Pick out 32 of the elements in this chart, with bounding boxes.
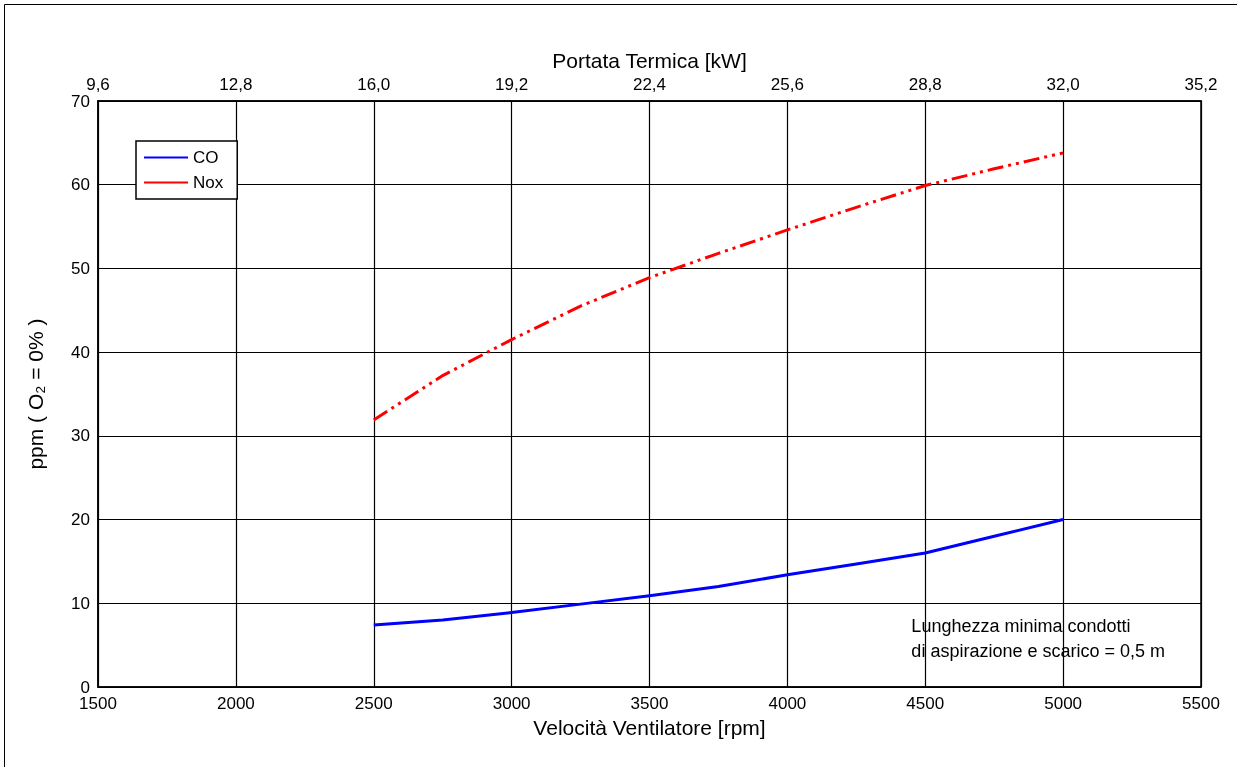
y-tick-label: 20 xyxy=(71,510,90,530)
y-tick-label: 60 xyxy=(71,175,90,195)
x2-tick-label: 19,2 xyxy=(495,75,529,94)
x2-tick-label: 22,4 xyxy=(632,75,667,94)
x-tick-label: 2000 xyxy=(216,694,255,713)
x-axis-title: Velocità Ventilatore [rpm] xyxy=(533,716,766,739)
line-series xyxy=(372,151,1065,422)
x-tick-label: 3500 xyxy=(630,694,669,713)
x2-tick-label: 16,0 xyxy=(357,75,391,94)
x-tick-label: 2500 xyxy=(354,694,393,713)
y-tick-label: 70 xyxy=(71,91,90,111)
legend-label: CO xyxy=(193,148,219,167)
x2-tick-label: 12,8 xyxy=(219,75,253,94)
y-tick-label: 0 xyxy=(80,677,90,697)
x-tick-label: 3000 xyxy=(492,694,531,713)
x-tick-label: 4500 xyxy=(906,694,945,713)
x2-tick-label: 32,0 xyxy=(1046,75,1080,94)
x-tick-label: 1500 xyxy=(79,694,117,713)
y-axis-title: ppm ( O₂ = 0% ) xyxy=(24,318,47,470)
x2-axis-title: Portata Termica [kW] xyxy=(552,49,747,72)
x-tick-label: 5500 xyxy=(1182,694,1220,713)
y-tick-label: 10 xyxy=(71,593,90,613)
x-tick-label: 5000 xyxy=(1044,694,1083,713)
y-tick-label: 50 xyxy=(71,258,90,278)
legend-label: Nox xyxy=(193,173,224,192)
x-tick-label: 4000 xyxy=(768,694,807,713)
x2-tick-label: 28,8 xyxy=(908,75,942,94)
y-tick-label: 40 xyxy=(71,342,90,362)
y-tick-label: 30 xyxy=(71,426,90,446)
x2-tick-label: 9,6 xyxy=(86,75,110,94)
x2-tick-label: 25,6 xyxy=(770,75,804,94)
x2-tick-label: 35,2 xyxy=(1184,75,1218,94)
